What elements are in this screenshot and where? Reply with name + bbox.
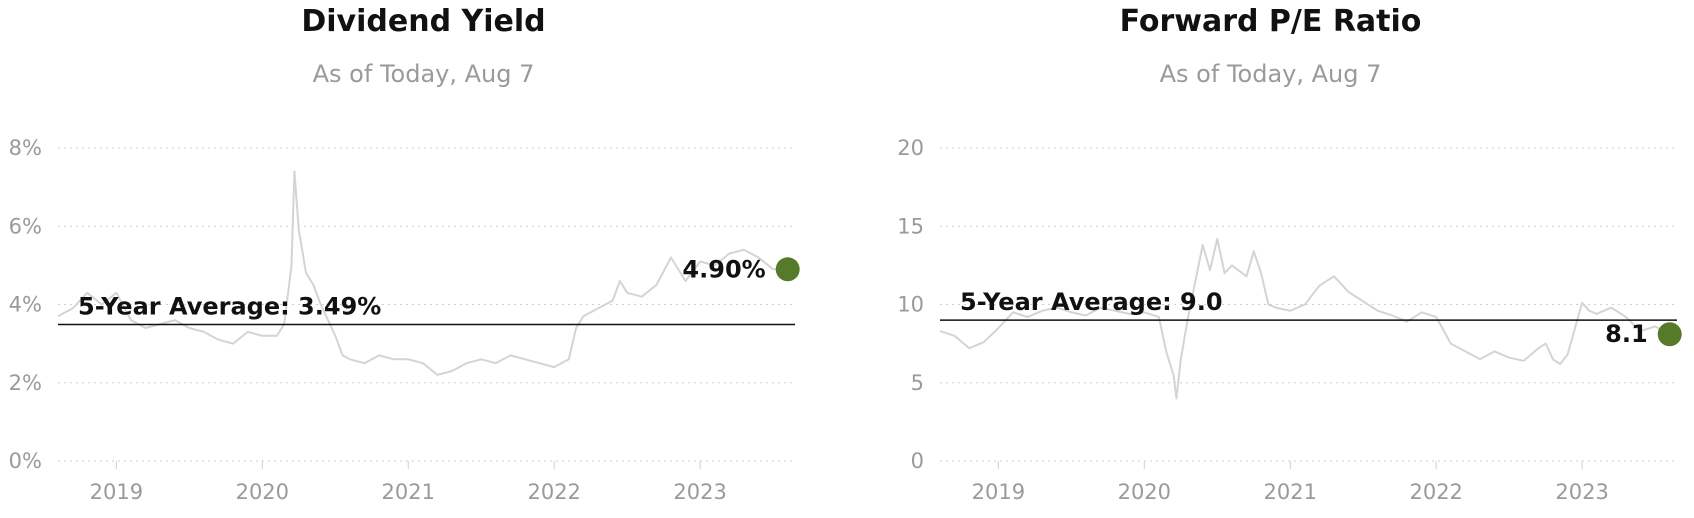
y-tick-label: 0% bbox=[9, 449, 42, 473]
y-tick-label: 2% bbox=[9, 371, 42, 395]
average-label: 5-Year Average: 3.49% bbox=[78, 292, 381, 320]
current-value-marker bbox=[775, 257, 800, 282]
x-tick-label: 2022 bbox=[1409, 480, 1462, 504]
forward-pe-chart: 0 5 10 15 20 2019 2020 2021 2022 2023 5-Year Avera… bbox=[897, 136, 1682, 504]
y-tick-label: 15 bbox=[897, 214, 924, 238]
chart-title: Dividend Yield bbox=[301, 4, 546, 39]
y-tick-label: 6% bbox=[9, 214, 42, 238]
x-tick-label: 2020 bbox=[1118, 480, 1171, 504]
y-tick-label: 0 bbox=[911, 449, 924, 473]
series-line bbox=[939, 237, 1671, 400]
current-value-label: 4.90% bbox=[682, 255, 765, 283]
current-value-marker bbox=[1657, 322, 1682, 347]
x-tick-label: 2019 bbox=[90, 480, 143, 504]
chart-title: Forward P/E Ratio bbox=[1119, 4, 1422, 39]
forward-pe-panel: Forward P/E Ratio As of Today, Aug 7 0 5 1… bbox=[847, 0, 1694, 518]
y-tick-label: 4% bbox=[9, 293, 42, 317]
y-tick-label: 10 bbox=[897, 293, 924, 317]
y-tick-label: 5 bbox=[911, 371, 924, 395]
dividend-yield-chart: 0% 2% 4% 6% 8% 2019 2020 2021 2022 2023 5-Year Ave… bbox=[9, 136, 800, 504]
x-tick-label: 2021 bbox=[1264, 480, 1317, 504]
y-tick-label: 20 bbox=[897, 136, 924, 160]
chart-subtitle: As of Today, Aug 7 bbox=[1159, 60, 1382, 88]
x-tick-label: 2022 bbox=[527, 480, 580, 504]
current-value-label: 8.1 bbox=[1605, 320, 1648, 348]
x-tick-label: 2023 bbox=[673, 480, 726, 504]
dividend-yield-panel: Dividend Yield As of Today, Aug 7 0% 2% 4%… bbox=[9, 4, 800, 504]
chart-subtitle: As of Today, Aug 7 bbox=[312, 60, 535, 88]
y-tick-label: 8% bbox=[9, 136, 42, 160]
average-label: 5-Year Average: 9.0 bbox=[960, 288, 1223, 316]
x-tick-label: 2023 bbox=[1555, 480, 1608, 504]
x-tick-label: 2021 bbox=[382, 480, 435, 504]
x-tick-label: 2020 bbox=[236, 480, 289, 504]
x-tick-label: 2019 bbox=[972, 480, 1025, 504]
series-line bbox=[57, 170, 788, 376]
